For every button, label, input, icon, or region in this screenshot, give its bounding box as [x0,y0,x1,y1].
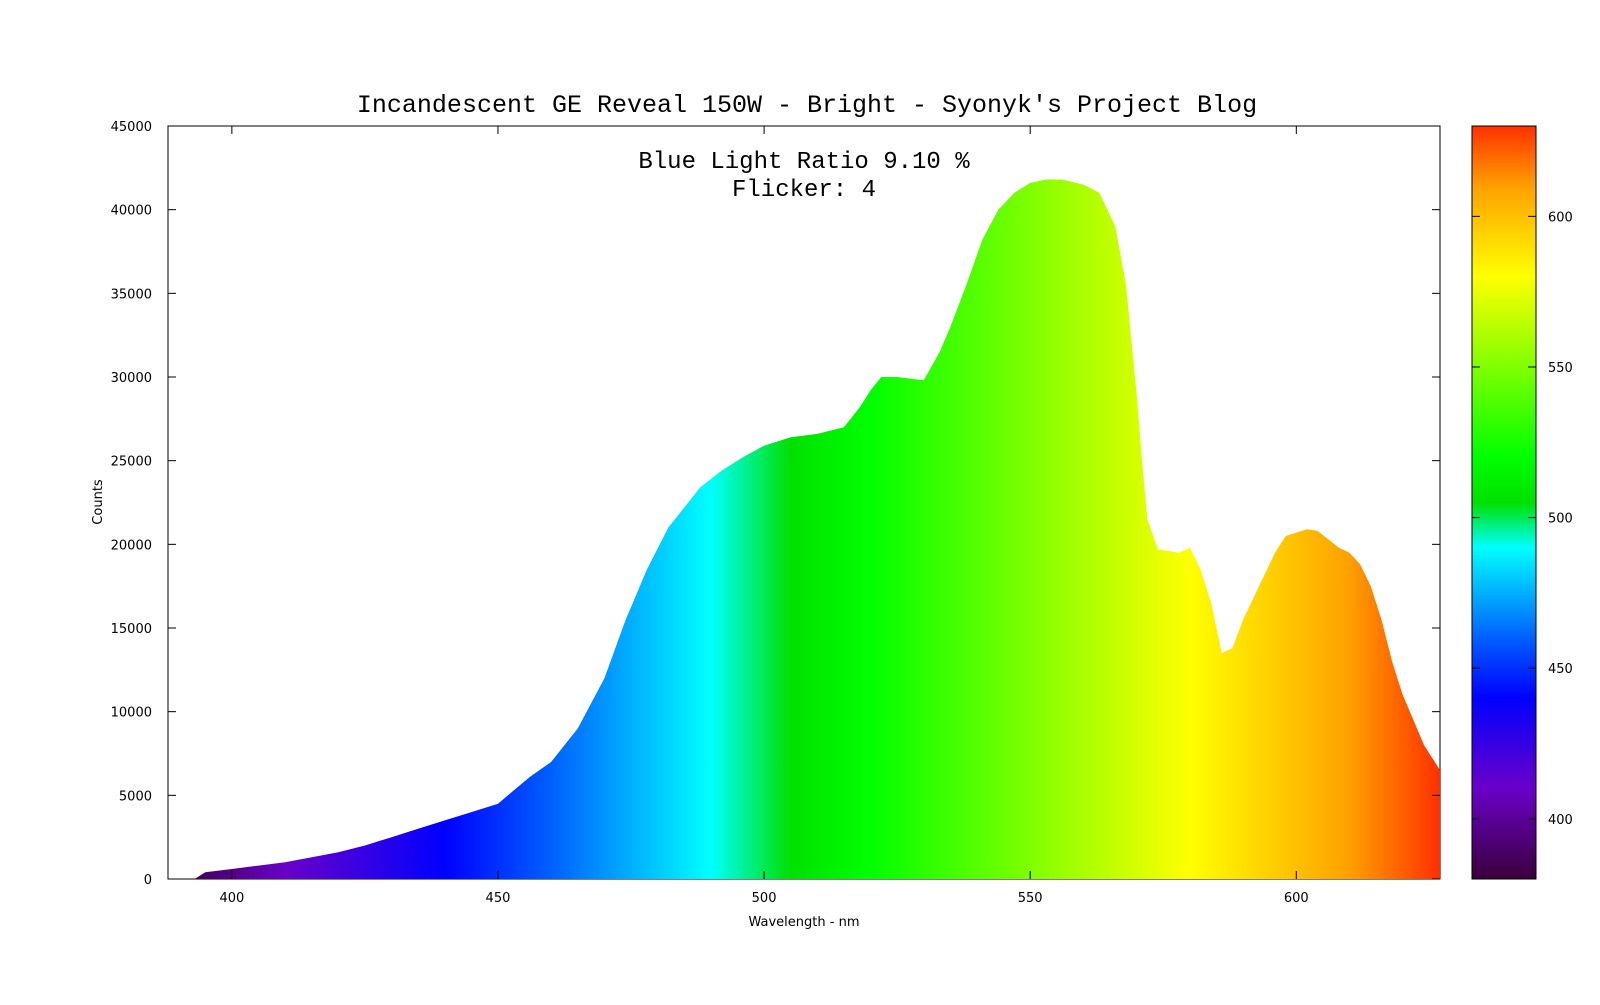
y-tick-label: 15000 [111,622,152,637]
colorbar-tick-label: 500 [1548,512,1573,527]
x-ticks: 400 450 500 550 600 [219,126,1309,906]
blue-light-ratio-annotation: Blue Light Ratio 9.10 % [638,149,970,176]
y-tick-label: 35000 [111,287,152,302]
x-tick-label: 500 [752,891,777,906]
y-ticks: 0 5000 10000 15000 20000 25000 30000 35000 40000… [111,120,1440,888]
colorbar-tick-label: 600 [1548,210,1573,225]
y-tick-label: 30000 [111,371,152,386]
colorbar-ticks: 400 450 500 550 600 [1472,210,1573,828]
y-axis-label: Counts [91,479,106,525]
y-tick-label: 20000 [111,538,152,553]
chart-title: Incandescent GE Reveal 150W - Bright - S… [357,91,1257,120]
area-layer [194,179,1441,879]
y-tick-label: 10000 [111,706,152,721]
y-tick-label: 45000 [111,120,152,135]
colorbar-tick-label: 450 [1548,662,1573,677]
colorbar-tick-label: 550 [1548,361,1573,376]
y-tick-label: 40000 [111,204,152,219]
x-tick-label: 600 [1284,891,1309,906]
y-tick-label: 5000 [119,789,152,804]
spectrum-area [194,179,1441,879]
x-tick-label: 450 [486,891,511,906]
colorbar [1471,125,1537,880]
y-tick-label: 25000 [111,455,152,470]
x-axis-label: Wavelength - nm [749,915,860,930]
y-tick-label: 0 [144,873,152,888]
flicker-annotation: Flicker: 4 [732,177,876,204]
x-tick-label: 400 [219,891,244,906]
x-tick-label: 550 [1018,891,1043,906]
colorbar-tick-label: 400 [1548,813,1573,828]
